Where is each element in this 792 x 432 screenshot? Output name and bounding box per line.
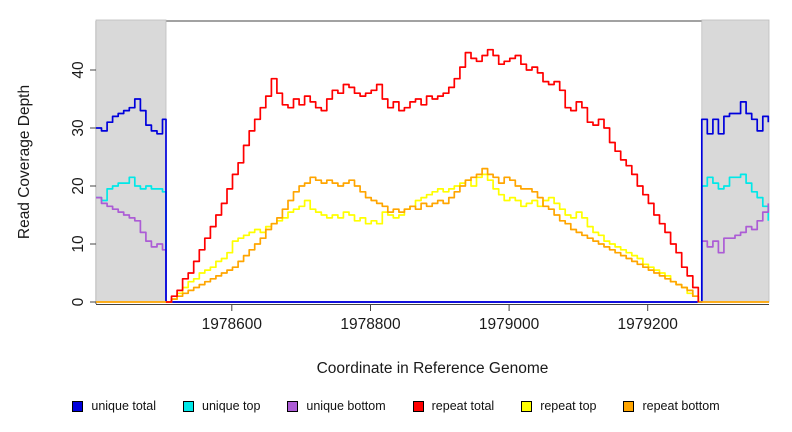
- y-tick-label: 30: [70, 119, 87, 137]
- series-unique-bottom: [96, 196, 770, 303]
- shaded-region: [95, 19, 167, 303]
- legend-swatch: [183, 400, 195, 412]
- legend-label: unique bottom: [306, 399, 386, 413]
- shaded-region: [701, 19, 770, 303]
- series-unique-total: [96, 98, 770, 303]
- y-tick-label: 40: [70, 61, 87, 79]
- legend-item-unique-bottom: unique bottom: [287, 399, 386, 413]
- legend-item-unique-total: unique total: [72, 399, 156, 413]
- legend-label: unique top: [202, 399, 261, 413]
- legend-swatch: [412, 400, 424, 412]
- legend-label: unique total: [91, 399, 157, 413]
- legend-label: repeat bottom: [642, 399, 720, 413]
- x-tick-label: 1978600: [202, 316, 263, 333]
- x-tick-label: 1979200: [618, 316, 679, 333]
- legend-swatch: [521, 400, 533, 412]
- legend-swatch: [72, 400, 84, 412]
- legend-swatch: [623, 400, 635, 412]
- legend-label: repeat total: [431, 399, 495, 413]
- y-tick-label: 20: [70, 177, 87, 195]
- series-repeat-bottom: [96, 167, 769, 303]
- y-tick-label: 0: [70, 297, 87, 306]
- series-repeat-total: [166, 48, 700, 303]
- x-axis-title: Coordinate in Reference Genome: [316, 360, 549, 377]
- series-repeat-top: [166, 173, 700, 303]
- x-tick-label: 1979000: [479, 316, 540, 333]
- y-axis-title: Read Coverage Depth: [16, 84, 33, 240]
- legend-item-repeat-total: repeat total: [412, 399, 495, 413]
- legend-item-unique-top: unique top: [183, 399, 260, 413]
- legend-label: repeat top: [540, 399, 597, 413]
- legend-swatch: [287, 400, 299, 412]
- legend-item-repeat-top: repeat top: [521, 399, 596, 413]
- legend-item-repeat-bottom: repeat bottom: [623, 399, 720, 413]
- x-tick-label: 1978800: [340, 316, 401, 333]
- y-tick-label: 10: [70, 235, 87, 253]
- legend: unique total unique top unique bottom re…: [0, 399, 792, 413]
